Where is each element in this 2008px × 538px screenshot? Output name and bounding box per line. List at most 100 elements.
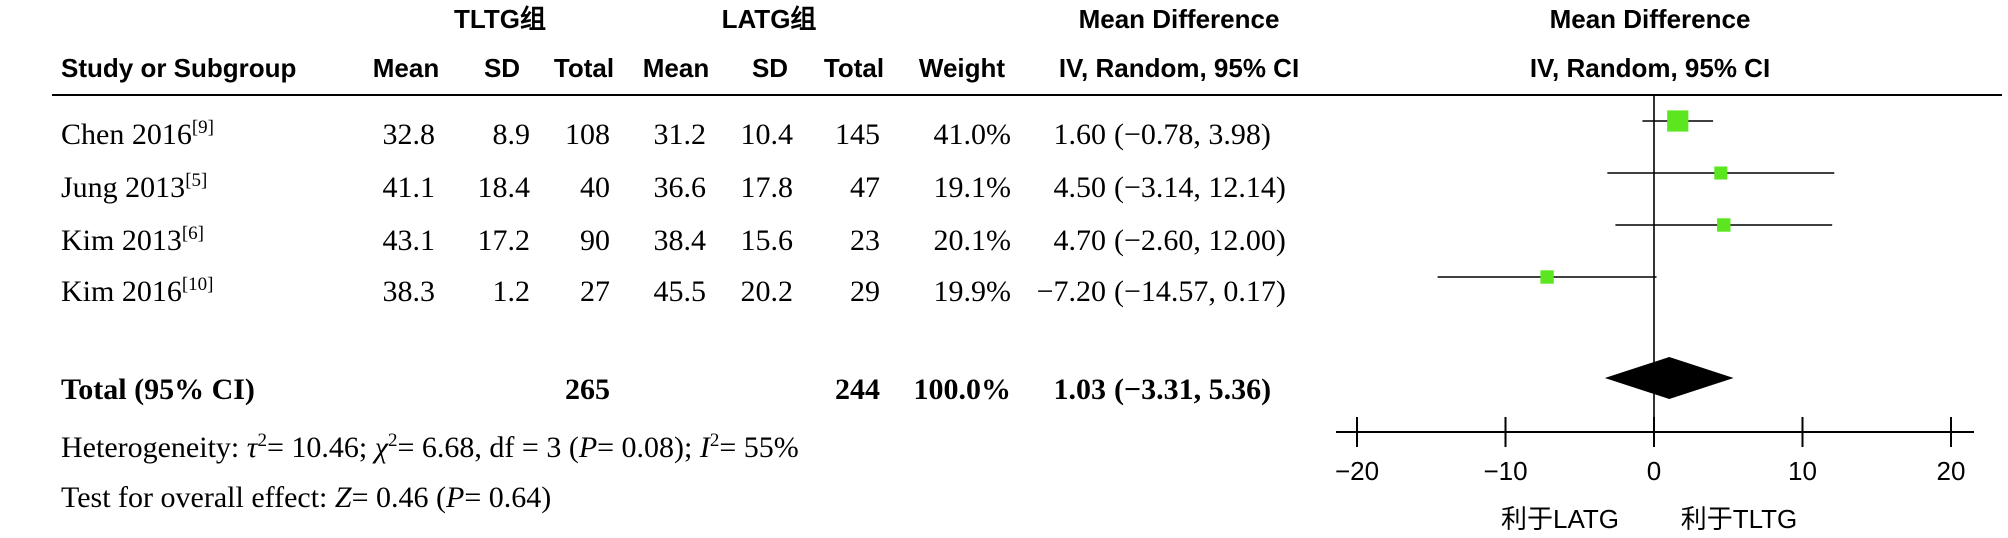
confidence-interval-value: (−2.60, 12.00) [1114,224,1286,257]
mean2-value: 31.2 [653,118,707,151]
study-reference: [10] [181,274,214,295]
i-squared-value: = 55% [719,431,799,464]
table-effect-header: Mean Difference [1078,4,1280,34]
total2-sum: 244 [835,373,880,406]
study-label: Chen 2016 [61,118,192,151]
tau-symbol: τ [246,431,258,464]
overall-effect-test: Test for overall effect: Z= 0.46 (P= 0.6… [61,478,551,518]
total2-value: 47 [850,171,880,204]
total1-value: 90 [580,224,610,257]
x-tick-label: 10 [1788,456,1817,486]
favours-left-label: 利于LATG [1501,504,1619,534]
z-value: = 0.46 ( [351,481,446,514]
sd2-column-header: SD [751,53,789,83]
sd1-value: 1.2 [492,275,531,308]
study-label: Kim 2016 [61,275,182,308]
total1-column-header: Total [553,53,615,83]
favours-right-label: 利于TLTG [1680,504,1798,534]
group-header-latg: LATG组 [721,4,817,34]
study-row: Kim 2016[10] 38.3 1.2 27 45.5 20.2 29 19… [0,272,2008,312]
confidence-interval-value: (−3.14, 12.14) [1114,171,1286,204]
mean1-value: 32.8 [382,118,436,151]
study-row: Chen 2016[9] 32.8 8.9 108 31.2 10.4 145 … [0,115,2008,155]
study-reference: [5] [185,170,208,191]
p-symbol: P [578,431,598,464]
z-symbol: Z [334,481,352,514]
chi-value: = 6.68, df = 3 ( [397,431,579,464]
heterogeneity-text: Heterogeneity: [61,431,247,464]
total2-value: 23 [850,224,880,257]
study-column-header: Study or Subgroup [61,53,297,83]
mean1-value: 41.1 [382,171,436,204]
total1-value: 27 [580,275,610,308]
sd2-value: 17.8 [740,171,794,204]
heterogeneity-statistics: Heterogeneity: τ2= 10.46; χ2= 6.68, df =… [61,428,799,472]
pooled-mean-difference: 1.03 [1053,373,1107,406]
group-header-tltg: TLTG组 [454,4,546,34]
mean2-value: 36.6 [653,171,707,204]
total2-value: 29 [850,275,880,308]
tau-exponent: 2 [257,430,268,451]
sd2-value: 15.6 [740,224,794,257]
sd1-column-header: SD [483,53,521,83]
weight-value: 19.1% [933,171,1012,204]
study-name-cell: Kim 2013[6] [61,221,204,265]
sd2-value: 10.4 [740,118,794,151]
total1-sum: 265 [565,373,610,406]
mean2-value: 38.4 [653,224,707,257]
total-label: Total (95% CI) [61,373,255,406]
sd1-value: 18.4 [477,171,531,204]
study-label: Kim 2013 [61,224,182,257]
study-row: Kim 2013[6] 43.1 17.2 90 38.4 15.6 23 20… [0,221,2008,261]
mean2-column-header: Mean [642,53,710,83]
x-tick-label: 0 [1647,456,1661,486]
pooled-confidence-interval: (−3.31, 5.36) [1114,373,1272,406]
total-weight: 100.0% [913,373,1012,406]
i-exponent: 2 [709,430,720,451]
overall-effect-text: Test for overall effect: [61,481,335,514]
p-value: = 0.08); [597,431,700,464]
x-tick-label: 20 [1937,456,1966,486]
chi-symbol: χ [374,431,388,464]
total1-value: 40 [580,171,610,204]
total2-value: 145 [835,118,880,151]
mean-difference-value: 4.70 [1053,224,1107,257]
plot-subtitle: IV, Random, 95% CI [1529,53,1771,83]
mean-difference-value: 1.60 [1053,118,1107,151]
weight-column-header: Weight [918,53,1006,83]
p-value: = 0.64) [464,481,552,514]
study-name-cell: Chen 2016[9] [61,115,214,159]
total-row: Total (95% CI) 265 244 100.0% 1.03 (−3.3… [0,370,2008,410]
confidence-interval-value: (−0.78, 3.98) [1114,118,1271,151]
study-row: Jung 2013[5] 41.1 18.4 40 36.6 17.8 47 1… [0,168,2008,208]
weight-value: 19.9% [933,275,1012,308]
study-reference: [9] [191,117,214,138]
confidence-interval-value: (−14.57, 0.17) [1114,275,1286,308]
mean-difference-value: 4.50 [1053,171,1107,204]
study-reference: [6] [181,223,204,244]
study-label: Jung 2013 [61,171,186,204]
sd1-value: 17.2 [477,224,531,257]
sd1-value: 8.9 [492,118,531,151]
i-symbol: I [699,431,710,464]
tau-value: = 10.46; [267,431,375,464]
mean-difference-value: −7.20 [1036,275,1106,308]
total1-value: 108 [565,118,610,151]
plot-title: Mean Difference [1549,4,1751,34]
x-tick-label: −20 [1335,456,1379,486]
mean2-value: 45.5 [653,275,707,308]
mean1-column-header: Mean [372,53,440,83]
p-symbol: P [446,481,465,514]
table-method-header: IV, Random, 95% CI [1058,53,1300,83]
sd2-value: 20.2 [740,275,794,308]
weight-value: 41.0% [933,118,1012,151]
x-tick-label: −10 [1483,456,1527,486]
weight-value: 20.1% [933,224,1012,257]
header-rule [52,94,2002,96]
study-name-cell: Jung 2013[5] [61,168,207,212]
mean1-value: 43.1 [382,224,436,257]
study-name-cell: Kim 2016[10] [61,272,214,316]
mean1-value: 38.3 [382,275,436,308]
chi-exponent: 2 [387,430,398,451]
